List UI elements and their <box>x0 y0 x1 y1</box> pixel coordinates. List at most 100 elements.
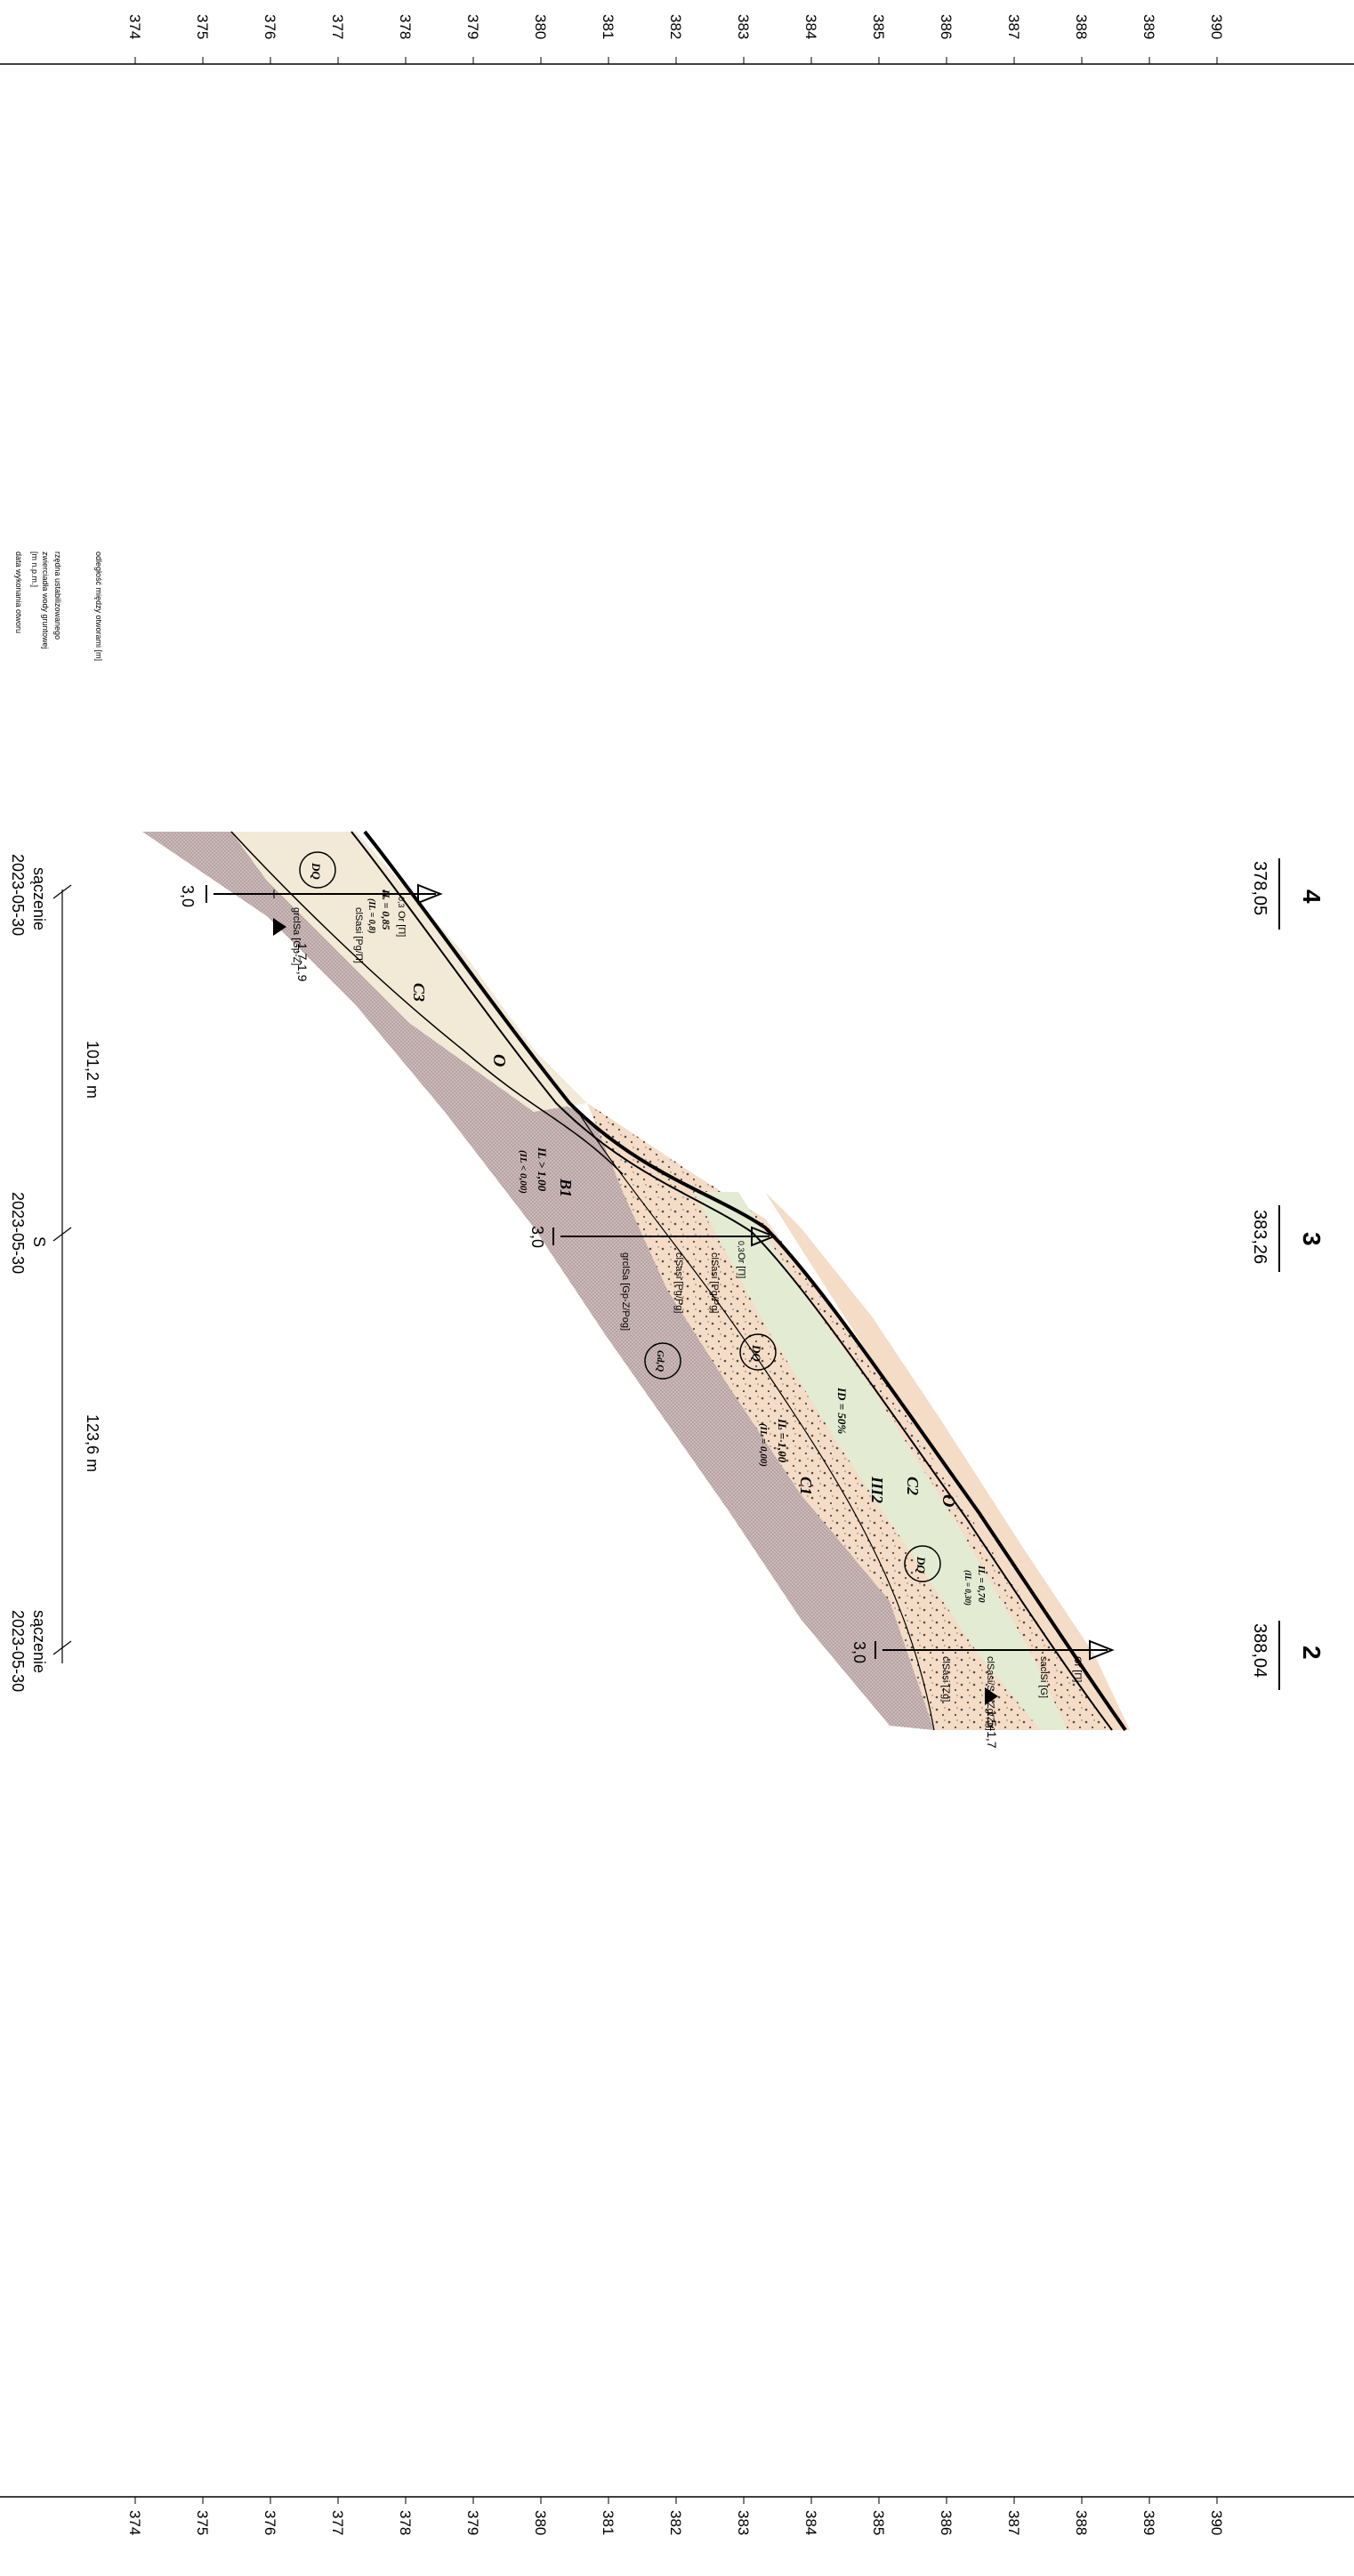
scale-label: 386 <box>938 2510 955 2535</box>
svg-text:ID = 50%: ID = 50% <box>835 1387 849 1434</box>
scale-label: 389 <box>1140 2510 1157 2535</box>
scale-label: 384 <box>802 14 819 39</box>
scale-label: 381 <box>600 2510 617 2535</box>
borehole-4-soil-2: grclSa [Gp-Z] <box>291 907 302 965</box>
svg-text:DQ: DQ <box>915 1556 928 1574</box>
svg-text:(IL < 0,00): (IL < 0,00) <box>518 1150 528 1194</box>
scale-label: 379 <box>464 2510 481 2535</box>
scale-label: 378 <box>397 2510 414 2535</box>
scale-label: 384 <box>802 2510 819 2535</box>
svg-text:grclSa [Gp-Z/Pog]: grclSa [Gp-Z/Pog] <box>620 1252 631 1331</box>
borehole-4-soil-Or: Or [Π] <box>396 911 407 937</box>
borehole-2-elevation: 388,04 <box>1250 1623 1269 1678</box>
svg-text:[m n.p.m.]: [m n.p.m.] <box>30 551 39 587</box>
borehole-2: 2 388,04 3,0 Or [Π] saclSi [G] clSasi/Sa… <box>850 1621 1326 1749</box>
svg-text:clSasi [Pg/Pg]: clSasi [Pg/Pg] <box>673 1252 684 1313</box>
scale-label: 389 <box>1140 14 1157 39</box>
borehole-4-soil-1: clSasi [Pg/Π] <box>353 907 364 963</box>
layer-label-B1: B1 <box>557 1178 575 1197</box>
scale-label: 380 <box>532 2510 549 2535</box>
top-elevation-scale: 374 375 376 377 378 379 380 381 382 383 384 385 386 3… <box>126 14 1225 64</box>
borehole-4-water-icon <box>273 918 286 936</box>
borehole-2-water-icon <box>985 1687 998 1705</box>
borehole-2-date: 2023-05-30 <box>9 1610 27 1692</box>
svg-text:Or [Π]: Or [Π] <box>736 1252 746 1278</box>
borehole-3-elevation: 383,26 <box>1250 1210 1269 1264</box>
borehole-4-elevation: 378,05 <box>1250 861 1269 915</box>
layer-label-C3: C3 <box>410 983 428 1002</box>
svg-text:clSasi [Pg/Pg]: clSasi [Pg/Pg] <box>709 1252 720 1313</box>
scale-label: 390 <box>1208 2510 1225 2535</box>
borehole-3: 3 383,26 3,0 0,3 Or [Π] clSasi [Pg/Pg] c… <box>528 1205 1326 1331</box>
scale-label: 385 <box>870 14 887 39</box>
borehole-4-number: 4 <box>1298 890 1326 904</box>
layer-III2-region <box>694 1192 1068 1730</box>
scale-label: 379 <box>464 14 481 39</box>
borehole-4-date: 2023-05-30 <box>9 854 27 936</box>
svg-text:(IL = 0,8): (IL = 0,8) <box>367 898 376 934</box>
header-distance-label: odległość między otworami [m] <box>94 551 103 661</box>
layer-B1-region <box>142 832 979 1730</box>
svg-text:IL = 0,85: IL = 0,85 <box>380 889 392 930</box>
borehole-2-number: 2 <box>1298 1646 1326 1660</box>
scale-label: 385 <box>870 2510 887 2535</box>
scale-label: 390 <box>1208 14 1225 39</box>
header-date-label: data wykonania otworu <box>14 551 23 633</box>
svg-text:DQ: DQ <box>310 862 323 880</box>
scale-label: 377 <box>329 2510 346 2535</box>
scale-label: 383 <box>735 2510 752 2535</box>
scale-label: 387 <box>1005 2510 1022 2535</box>
borehole-2-marker <box>1089 1639 1115 1661</box>
scale-label: 378 <box>397 14 414 39</box>
borehole-4-depth: 3,0 <box>179 885 197 907</box>
genesis-circle-3: Gd,Q <box>644 1342 681 1380</box>
svg-text:(IL = 0,00): (IL = 0,00) <box>758 1423 769 1467</box>
genesis-circle-2: DQ <box>739 1333 777 1371</box>
svg-text:1,7-1,9: 1,7-1,9 <box>295 943 310 982</box>
borehole-4-marker <box>417 883 443 905</box>
svg-text:data wykonania otworu: data wykonania otworu <box>14 551 23 633</box>
scale-label: 388 <box>1073 14 1090 39</box>
scale-label: 374 <box>126 14 143 39</box>
svg-text:zwierciadła wody gruntowej: zwierciadła wody gruntowej <box>41 551 50 649</box>
B1-C1-boundary <box>577 1111 935 1731</box>
scale-label: 377 <box>329 14 346 39</box>
scale-label: 376 <box>262 2510 278 2535</box>
scale-label: 383 <box>735 14 752 39</box>
scale-label: 374 <box>126 2510 143 2535</box>
scale-label: 386 <box>938 14 955 39</box>
svg-text:clSasi [Zg]: clSasi [Zg] <box>940 1656 951 1702</box>
svg-text:IL = 1,00: IL = 1,00 <box>776 1418 789 1463</box>
layer-label-O-1: O <box>489 1054 509 1067</box>
svg-text:1,5-1,7: 1,5-1,7 <box>985 1710 999 1749</box>
borehole-2-depth: 3,0 <box>850 1641 868 1663</box>
svg-text:saclSi [G]: saclSi [G] <box>1038 1656 1049 1698</box>
genesis-circle-1: DQ <box>299 851 336 889</box>
borehole-4: 4 378,05 3,0 0,3 Or [Π] clSasi [Pg/Π] gr… <box>179 858 1326 982</box>
svg-text:odległość między otworami [m]: odległość między otworami [m] <box>94 551 103 661</box>
layer-C3-region <box>231 832 587 1112</box>
terrain-surface-line <box>363 830 1127 1732</box>
borehole-3-date: 2023-05-30 <box>9 1192 27 1274</box>
scale-label: 382 <box>667 14 684 39</box>
scale-label: 375 <box>194 14 211 39</box>
scale-label: 376 <box>262 14 278 39</box>
svg-text:0,3: 0,3 <box>737 1241 746 1252</box>
borehole-2-water: sączenie <box>30 1610 48 1673</box>
layer-label-C2: C2 <box>904 1477 922 1495</box>
scale-label: 387 <box>1005 14 1022 39</box>
svg-text:(IL = 0,30): (IL = 0,30) <box>963 1570 972 1606</box>
borehole-3-marker <box>751 1226 777 1247</box>
layer-label-III2: III2 <box>868 1476 886 1503</box>
scale-label: 382 <box>667 2510 684 2535</box>
scale-label: 388 <box>1073 2510 1090 2535</box>
layer-C2-region <box>765 1192 1130 1730</box>
borehole-3-depth: 3,0 <box>528 1226 546 1248</box>
borehole-3-number: 3 <box>1298 1232 1326 1246</box>
genesis-circle-4: DQ <box>904 1545 941 1582</box>
header-water-label: rzędna ustabilizowanego zwierciadła wody… <box>30 551 62 649</box>
layer-label-O-2: O <box>939 1494 958 1507</box>
scale-label: 380 <box>532 14 549 39</box>
